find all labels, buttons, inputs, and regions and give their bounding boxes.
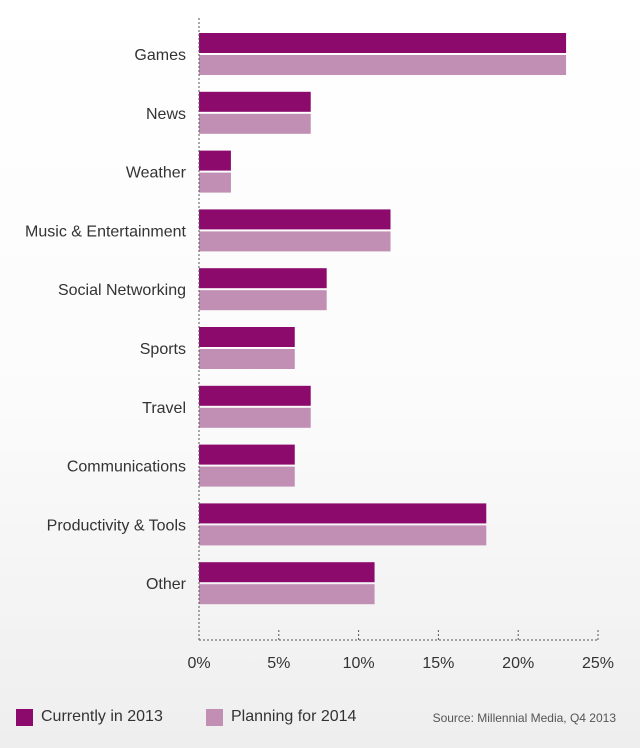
- bar-1-other: [199, 562, 375, 583]
- category-label: Other: [146, 576, 187, 593]
- category-labels: Games News Weather Music & Entertainment Soc…: [25, 47, 187, 593]
- x-tick-label: 10%: [343, 655, 375, 672]
- bar-2-productivity-tools: [199, 525, 487, 546]
- category-label: Sports: [140, 341, 186, 358]
- source-note: Source: Millennial Media, Q4 2013: [432, 711, 616, 725]
- category-label: Music & Entertainment: [25, 223, 187, 240]
- legend-item-series-1: Currently in 2013: [16, 708, 163, 726]
- bar-1-games: [199, 33, 567, 53]
- x-tick-label: 20%: [502, 655, 534, 672]
- category-label: News: [146, 106, 186, 123]
- bar-1-communications: [199, 444, 295, 465]
- category-label: Communications: [67, 459, 186, 476]
- bar-1-news: [199, 91, 311, 112]
- legend-swatch-series-1: [16, 708, 33, 726]
- bar-1-sports: [199, 327, 295, 347]
- x-tick-label: 5%: [267, 655, 290, 672]
- bar-1-social-networking: [199, 268, 327, 289]
- bar-1-weather: [199, 150, 231, 171]
- bar-1-music-entertainment: [199, 209, 391, 230]
- x-tick-label: 0%: [187, 655, 210, 672]
- x-tick-label: 25%: [582, 655, 614, 672]
- x-tick-label: 15%: [422, 655, 454, 672]
- bar-1-productivity-tools: [199, 503, 487, 524]
- bar-2-weather: [199, 172, 231, 193]
- category-label: Travel: [142, 400, 186, 417]
- category-label: Games: [134, 47, 186, 64]
- category-label: Weather: [126, 165, 187, 182]
- bar-2-sports: [199, 349, 295, 369]
- bar-2-music-entertainment: [199, 231, 391, 252]
- bar-2-social-networking: [199, 290, 327, 311]
- category-label: Productivity & Tools: [47, 517, 186, 534]
- legend-item-series-2: Planning for 2014: [206, 708, 356, 726]
- bar-2-communications: [199, 466, 295, 487]
- bar-2-games: [199, 55, 567, 75]
- x-axis: 0% 5% 10% 15% 20% 25%: [187, 18, 614, 672]
- bar-1-travel: [199, 385, 311, 406]
- category-label: Social Networking: [58, 282, 186, 299]
- bar-2-news: [199, 113, 311, 134]
- bars-group: [199, 33, 567, 605]
- bar-2-other: [199, 584, 375, 605]
- legend-label-series-1: Currently in 2013: [41, 708, 163, 725]
- bar-2-travel: [199, 407, 311, 428]
- legend-swatch-series-2: [206, 708, 223, 726]
- legend: Currently in 2013 Planning for 2014: [0, 700, 640, 736]
- legend-label-series-2: Planning for 2014: [231, 708, 357, 725]
